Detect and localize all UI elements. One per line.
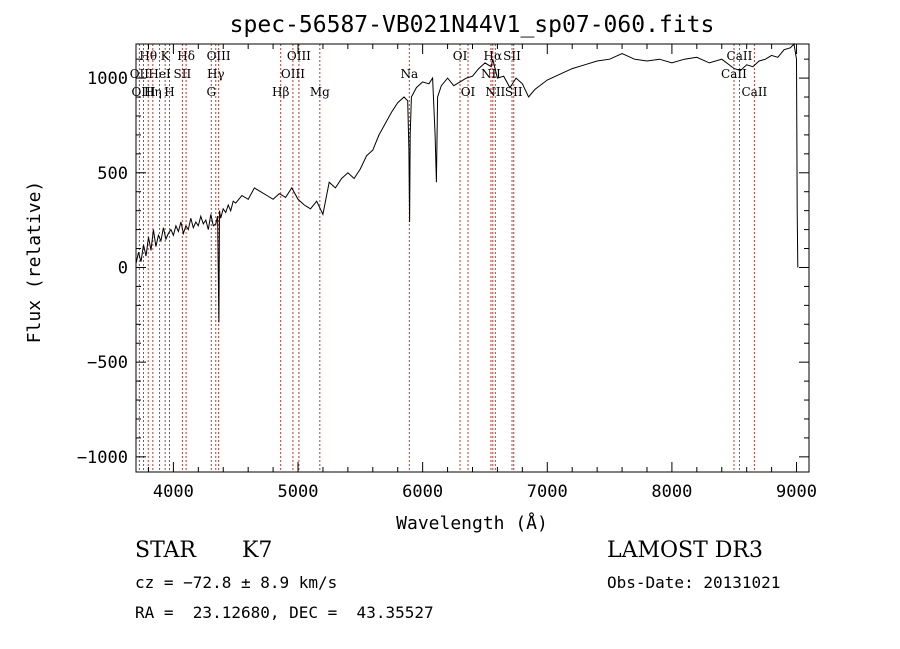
x-tick-label: 9000: [776, 482, 817, 502]
x-tick-label: 4000: [153, 482, 194, 502]
line-marker-label: Mg: [310, 85, 330, 99]
line-marker-label: NII: [481, 67, 501, 81]
line-marker-label: CaII: [721, 67, 747, 81]
y-tick-labels: −1000 −500 0 500 1000: [77, 69, 128, 468]
object-subclass: K7: [242, 538, 273, 563]
line-marker-label: K: [161, 49, 171, 63]
cz-value: cz = −72.8 ± 8.9 km/s: [135, 573, 338, 592]
line-marker-label: Na: [400, 67, 418, 81]
y-axis-label: Flux (relative): [24, 181, 45, 344]
line-marker-label: CaII: [727, 49, 753, 63]
line-marker-label: OII: [130, 67, 150, 81]
y-tick-label: 0: [118, 258, 128, 278]
line-marker-label: OIII: [131, 85, 155, 99]
line-marker-label: Hγ: [207, 67, 225, 81]
line-marker-label: OI: [461, 85, 476, 99]
line-marker-label: Hθ: [139, 49, 157, 63]
spectrum-line: [135, 42, 799, 323]
line-marker-label: H: [164, 85, 174, 99]
line-markers: [138, 44, 755, 472]
coordinates: RA = 23.12680, DEC = 43.35527: [135, 603, 434, 622]
x-tick-labels: 4000 5000 6000 7000 8000 9000: [153, 482, 817, 502]
y-tick-label: 500: [97, 164, 128, 184]
line-marker-label: SII: [505, 85, 523, 99]
line-marker-label: OIII: [287, 49, 311, 63]
line-marker-label: OIII: [281, 67, 305, 81]
plot-frame: [135, 43, 810, 473]
x-tick-label: 7000: [527, 482, 568, 502]
y-tick-label: 1000: [87, 69, 128, 89]
line-marker-label: G: [206, 85, 216, 99]
y-tick-label: −500: [87, 353, 128, 373]
line-marker-label: OIII: [207, 49, 231, 63]
obs-date: Obs-Date: 20131021: [607, 573, 781, 592]
x-tick-label: 6000: [402, 482, 443, 502]
line-marker-label: Hα: [484, 49, 503, 63]
line-marker-label: SII: [174, 67, 192, 81]
line-marker-label: OI: [453, 49, 468, 63]
x-axis-label: Wavelength (Å): [396, 512, 548, 534]
line-marker-label: Hβ: [272, 85, 289, 99]
x-tick-label: 8000: [651, 482, 692, 502]
object-type: STAR: [135, 538, 196, 563]
line-marker-label: HeI: [148, 67, 171, 81]
survey-name: LAMOST DR3: [607, 538, 763, 563]
y-tick-label: −1000: [77, 448, 128, 468]
chart-title: spec-56587-VB021N44V1_sp07-060.fits: [230, 12, 715, 38]
line-marker-label: Hη: [144, 85, 162, 99]
line-marker-label: NII: [485, 85, 505, 99]
axis-ticks: [136, 44, 809, 472]
line-marker-label: CaII: [741, 85, 767, 99]
x-tick-label: 5000: [278, 482, 319, 502]
line-marker-label: Hδ: [177, 49, 195, 63]
line-marker-label: SII: [503, 49, 521, 63]
